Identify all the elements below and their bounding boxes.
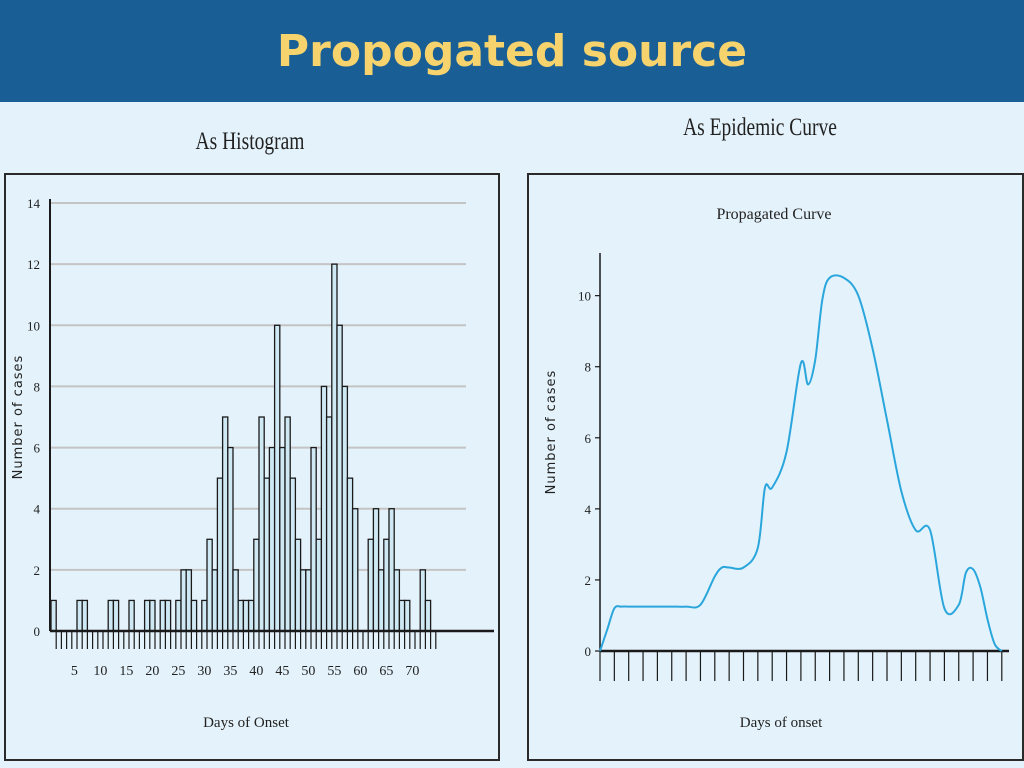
- histogram-bar: [76, 599, 83, 632]
- histogram-bar: [315, 538, 323, 632]
- histogram-bar: [164, 599, 172, 632]
- histogram-bar: [107, 599, 115, 632]
- histogram-bar: [253, 538, 260, 632]
- histogram-y-tick-label: 0: [34, 624, 41, 639]
- epidemic-curve-y-tick-label: 8: [585, 360, 592, 375]
- histogram-bar: [201, 599, 208, 632]
- histogram-x-tick-label: 35: [223, 664, 237, 679]
- histogram-x-tick-label: 30: [197, 664, 211, 679]
- histogram-bar: [383, 538, 390, 632]
- histogram-bar: [273, 324, 281, 632]
- histogram-x-tick-label: 50: [301, 664, 315, 679]
- histogram-x-tick-label: 5: [71, 664, 78, 679]
- histogram-bar: [232, 569, 239, 632]
- epidemic-curve-y-axis-label: Number of cases: [544, 370, 559, 495]
- histogram-bar: [279, 446, 286, 632]
- histogram-bar: [393, 569, 401, 632]
- epidemic-curve-y-tick-label: 0: [585, 644, 592, 659]
- histogram-bar: [367, 538, 375, 632]
- histogram-bar: [294, 538, 302, 632]
- histogram-bar: [190, 599, 198, 632]
- histogram-bar: [284, 416, 291, 632]
- histogram-panel-title: As Histogram: [195, 128, 305, 155]
- histogram-y-axis-label: Number of cases: [11, 355, 26, 480]
- histogram-bar: [242, 599, 250, 632]
- histogram-bar: [377, 569, 385, 632]
- histogram-bar: [258, 416, 265, 632]
- histogram-bar: [247, 599, 255, 632]
- histogram-bar: [424, 599, 432, 632]
- histogram-bar: [419, 569, 427, 632]
- histogram-bar: [211, 569, 219, 632]
- histogram-bar: [227, 446, 234, 632]
- histogram-bar: [403, 599, 411, 632]
- epidemic-curve-y-tick-label: 6: [585, 431, 592, 446]
- histogram-x-tick-label: 20: [145, 664, 159, 679]
- histogram-y-tick-label: 2: [34, 563, 41, 578]
- histogram-bar: [159, 599, 167, 632]
- histogram-bar: [336, 324, 343, 632]
- histogram-bar: [388, 508, 395, 632]
- histogram-y-tick-label: 6: [34, 441, 41, 456]
- epidemic-curve-line: [599, 274, 1003, 652]
- histogram-bar: [398, 599, 406, 632]
- histogram-x-tick-label: 15: [119, 664, 133, 679]
- epidemic-curve-y-tick-label: 2: [585, 573, 592, 588]
- histogram-bar: [299, 569, 307, 632]
- histogram-bar: [185, 569, 193, 632]
- epidemic-curve-y-tick-label: 4: [585, 502, 592, 517]
- histogram-bar: [128, 599, 135, 632]
- epidemic-curve-chart: Propagated Curve 0 2 4 6 8 10 Number of cases…: [544, 206, 1009, 731]
- histogram-bar: [180, 569, 187, 632]
- histogram-x-tick-label: 10: [93, 664, 107, 679]
- histogram-bar: [237, 599, 245, 632]
- histogram-x-tick-label: 45: [275, 664, 289, 679]
- slide-title: Propogated source: [276, 26, 748, 77]
- epidemic-curve-panel: Propagated Curve 0 2 4 6 8 10 Number of cases…: [527, 173, 1024, 761]
- epidemic-curve-chart-title: Propagated Curve: [716, 206, 831, 223]
- histogram-bar: [216, 477, 224, 632]
- histogram-x-tick-label: 25: [171, 664, 185, 679]
- histogram-bar: [268, 446, 276, 632]
- histogram-x-tick-label: 70: [405, 664, 419, 679]
- histogram-x-tick-label: 40: [249, 664, 263, 679]
- histogram-x-tick-label: 55: [327, 664, 341, 679]
- histogram-bar: [143, 599, 151, 632]
- histogram-bar: [372, 508, 380, 632]
- histogram-bar: [175, 599, 182, 632]
- histogram-y-tick-label: 4: [34, 502, 41, 517]
- histogram-bar: [289, 477, 297, 632]
- histogram-x-tick-label: 60: [353, 664, 367, 679]
- histogram-bar: [149, 599, 156, 632]
- histogram-bar: [50, 599, 57, 632]
- histogram-x-axis-label: Days of Onset: [203, 715, 290, 731]
- histogram-bar: [351, 508, 359, 632]
- histogram-bar: [206, 538, 213, 632]
- histogram-x-tick-label: 65: [379, 664, 393, 679]
- histogram-y-tick-label: 14: [27, 196, 41, 211]
- histogram-bar: [341, 385, 349, 632]
- histogram-bar: [112, 599, 120, 632]
- histogram-y-tick-label: 12: [27, 257, 40, 272]
- epidemic-curve-x-axis-label: Days of onset: [740, 715, 823, 731]
- histogram-bar: [310, 446, 317, 632]
- histogram-bar: [331, 263, 338, 632]
- title-banner: [0, 0, 1024, 102]
- histogram-panel: 0 2 4 6 8 10 12 14 5 10 15 20 25 30 35 40 45 50 55 60 65 70 …: [4, 173, 500, 761]
- epidemic-curve-panel-title: As Epidemic Curve: [683, 114, 837, 141]
- histogram-bar: [305, 569, 312, 632]
- histogram-bar: [263, 477, 271, 632]
- histogram-y-tick-label: 10: [27, 318, 40, 333]
- histogram-bar: [320, 385, 328, 632]
- epidemic-curve-y-tick-label: 10: [578, 289, 591, 304]
- histogram-y-tick-label: 8: [34, 379, 41, 394]
- histogram-bar: [325, 416, 333, 632]
- histogram-bar: [221, 416, 229, 632]
- histogram-bar: [81, 599, 89, 632]
- histogram-bar: [346, 477, 354, 632]
